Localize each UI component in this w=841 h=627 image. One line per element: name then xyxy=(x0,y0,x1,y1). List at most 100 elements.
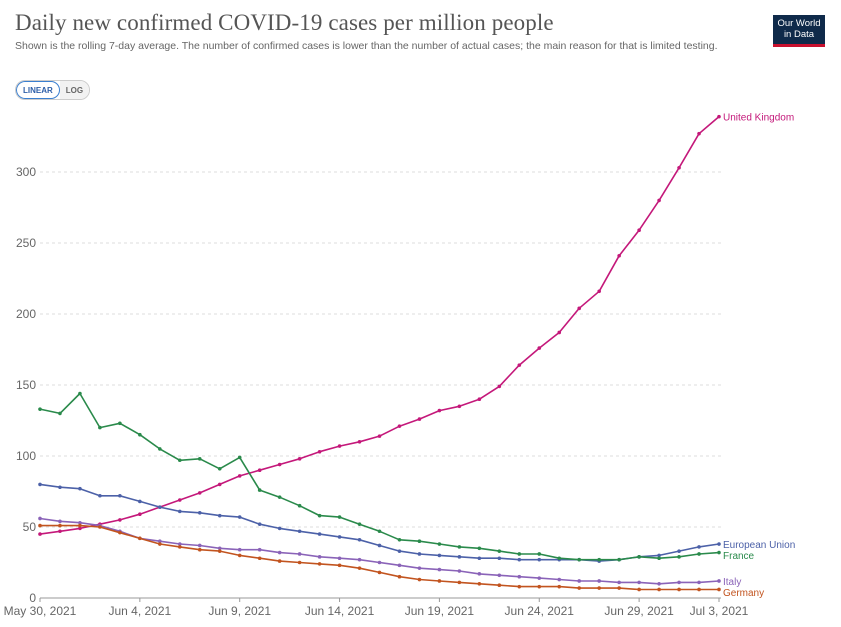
data-point[interactable] xyxy=(497,583,502,588)
data-point[interactable] xyxy=(237,547,242,552)
data-point[interactable] xyxy=(337,515,342,519)
data-point[interactable] xyxy=(677,549,681,553)
data-point[interactable] xyxy=(237,474,242,478)
data-point[interactable] xyxy=(297,503,302,508)
data-point[interactable] xyxy=(357,566,362,570)
data-point[interactable] xyxy=(217,466,222,471)
data-point[interactable] xyxy=(657,556,661,561)
data-point[interactable] xyxy=(717,550,721,555)
data-point[interactable] xyxy=(337,535,342,539)
data-point[interactable] xyxy=(257,556,262,561)
data-point[interactable] xyxy=(697,580,701,585)
data-point[interactable] xyxy=(497,384,502,389)
data-point[interactable] xyxy=(617,586,621,590)
data-point[interactable] xyxy=(357,522,362,526)
data-point[interactable] xyxy=(457,580,462,585)
log-scale-button[interactable]: LOG xyxy=(59,81,90,99)
data-point[interactable] xyxy=(78,523,82,528)
data-point[interactable] xyxy=(257,488,262,492)
data-point[interactable] xyxy=(497,573,502,578)
data-point[interactable] xyxy=(177,458,182,463)
data-point[interactable] xyxy=(717,114,721,119)
data-point[interactable] xyxy=(677,165,681,170)
data-point[interactable] xyxy=(158,447,162,451)
data-point[interactable] xyxy=(657,582,661,586)
data-point[interactable] xyxy=(397,424,402,428)
data-point[interactable] xyxy=(138,432,142,437)
data-point[interactable] xyxy=(38,482,42,487)
data-point[interactable] xyxy=(537,557,542,562)
data-point[interactable] xyxy=(497,556,502,561)
data-point[interactable] xyxy=(257,522,262,526)
data-point[interactable] xyxy=(317,532,322,536)
data-point[interactable] xyxy=(717,579,721,583)
data-point[interactable] xyxy=(417,566,422,570)
data-point[interactable] xyxy=(237,553,242,558)
data-point[interactable] xyxy=(317,513,322,518)
data-point[interactable] xyxy=(637,580,641,585)
data-point[interactable] xyxy=(317,562,322,566)
data-point[interactable] xyxy=(697,131,701,136)
data-point[interactable] xyxy=(477,572,482,576)
data-point[interactable] xyxy=(277,495,282,499)
data-point[interactable] xyxy=(317,555,322,559)
data-point[interactable] xyxy=(277,550,282,555)
data-point[interactable] xyxy=(377,570,382,575)
data-point[interactable] xyxy=(637,228,641,233)
data-point[interactable] xyxy=(617,557,621,562)
data-point[interactable] xyxy=(237,515,242,519)
data-point[interactable] xyxy=(397,537,402,542)
data-point[interactable] xyxy=(657,198,661,203)
data-point[interactable] xyxy=(617,580,621,585)
series-line-germany[interactable] xyxy=(40,524,719,591)
data-point[interactable] xyxy=(357,557,362,562)
data-point[interactable] xyxy=(557,556,562,561)
data-point[interactable] xyxy=(437,542,442,546)
data-point[interactable] xyxy=(537,584,542,589)
linear-scale-button[interactable]: LINEAR xyxy=(16,81,60,99)
data-point[interactable] xyxy=(637,587,641,592)
data-point[interactable] xyxy=(697,545,701,549)
data-point[interactable] xyxy=(357,440,362,444)
data-point[interactable] xyxy=(657,553,661,558)
data-point[interactable] xyxy=(297,529,302,534)
data-point[interactable] xyxy=(397,549,402,553)
series-line-european-union[interactable] xyxy=(39,483,720,562)
data-point[interactable] xyxy=(197,511,202,515)
data-point[interactable] xyxy=(277,462,282,467)
data-point[interactable] xyxy=(118,530,122,535)
data-point[interactable] xyxy=(58,485,62,490)
data-point[interactable] xyxy=(477,397,482,402)
data-point[interactable] xyxy=(517,552,522,556)
data-point[interactable] xyxy=(98,493,102,498)
data-point[interactable] xyxy=(78,486,82,491)
data-point[interactable] xyxy=(477,546,482,551)
series-line-france[interactable] xyxy=(39,392,720,561)
data-point[interactable] xyxy=(58,519,62,524)
data-point[interactable] xyxy=(597,586,601,590)
data-point[interactable] xyxy=(177,498,182,502)
data-point[interactable] xyxy=(717,587,721,592)
data-point[interactable] xyxy=(537,576,542,580)
data-point[interactable] xyxy=(437,553,442,558)
data-point[interactable] xyxy=(437,579,442,583)
data-point[interactable] xyxy=(277,559,282,563)
data-point[interactable] xyxy=(357,537,362,542)
data-point[interactable] xyxy=(417,539,422,543)
data-point[interactable] xyxy=(537,346,542,350)
data-point[interactable] xyxy=(597,557,601,562)
data-point[interactable] xyxy=(38,523,42,528)
data-point[interactable] xyxy=(537,552,542,556)
data-point[interactable] xyxy=(437,567,442,572)
data-point[interactable] xyxy=(697,587,701,592)
data-point[interactable] xyxy=(317,449,322,454)
data-point[interactable] xyxy=(557,577,562,582)
data-point[interactable] xyxy=(377,529,382,534)
data-point[interactable] xyxy=(637,555,641,559)
data-point[interactable] xyxy=(78,526,82,531)
data-point[interactable] xyxy=(597,289,601,294)
data-point[interactable] xyxy=(118,421,122,426)
data-point[interactable] xyxy=(517,557,522,562)
data-point[interactable] xyxy=(98,425,102,430)
data-point[interactable] xyxy=(457,545,462,549)
